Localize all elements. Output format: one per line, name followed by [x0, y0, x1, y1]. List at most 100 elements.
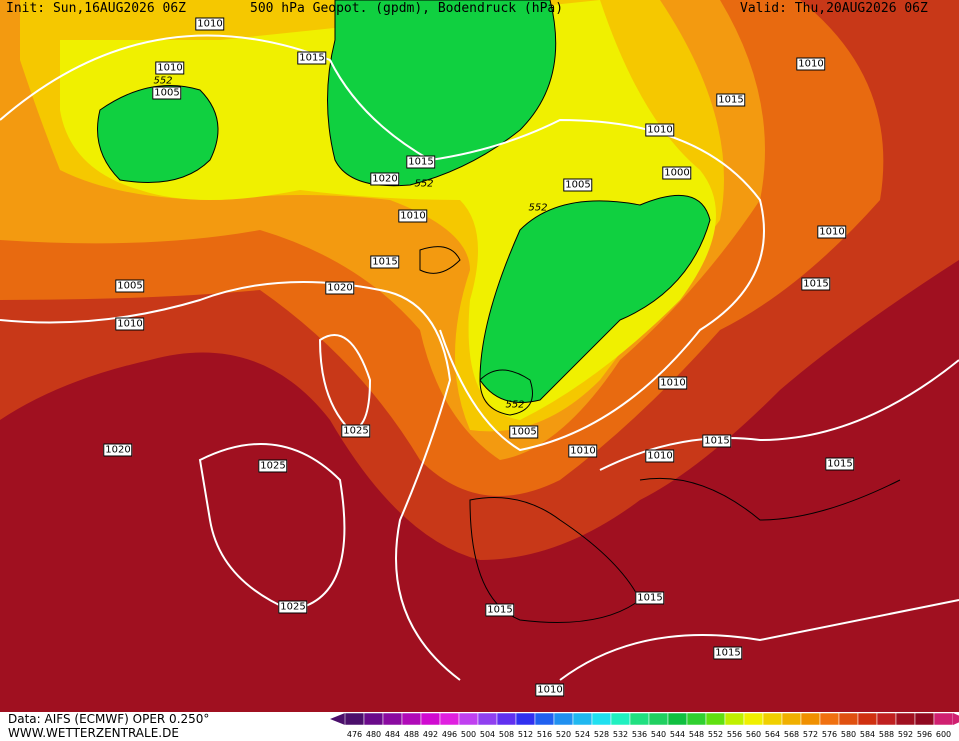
- isobar-label: 1015: [406, 155, 436, 169]
- scale-swatch: [610, 712, 631, 726]
- scale-label: 528: [594, 730, 609, 739]
- isobar-label: 1010: [645, 449, 675, 463]
- scale-label: 584: [860, 730, 875, 739]
- isobar-label: 1015: [716, 93, 746, 107]
- scale-swatch: [344, 712, 365, 726]
- scale-swatch: [819, 712, 840, 726]
- scale-swatch: [686, 712, 707, 726]
- isobar-label: 1010: [568, 444, 598, 458]
- scale-label: 516: [537, 730, 552, 739]
- scale-swatch: [762, 712, 783, 726]
- isobar-label: 1010: [796, 57, 826, 71]
- scale-label: 536: [632, 730, 647, 739]
- color-scale: 476 480 484 488 492 496 500 504 508 512 516 520 524 5…: [330, 712, 959, 739]
- scale-label: 572: [803, 730, 818, 739]
- scale-label: 552: [708, 730, 723, 739]
- scale-swatch: [895, 712, 916, 726]
- scale-swatch: [743, 712, 764, 726]
- scale-swatch: [838, 712, 859, 726]
- scale-label: 488: [404, 730, 419, 739]
- scale-swatch: [800, 712, 821, 726]
- isobar-label: 1005: [563, 178, 593, 192]
- isobar-label: 1010: [645, 123, 675, 137]
- height-label: 552: [505, 399, 525, 411]
- isobar-label: 1010: [195, 17, 225, 31]
- scale-label: 576: [822, 730, 837, 739]
- scale-swatch: [382, 712, 403, 726]
- scale-swatch: [363, 712, 384, 726]
- scale-label: 480: [366, 730, 381, 739]
- isobar-label: 1015: [635, 591, 665, 605]
- scale-swatch: [648, 712, 669, 726]
- scale-swatch: [705, 712, 726, 726]
- scale-label: 532: [613, 730, 628, 739]
- isobar-label: 1010: [535, 683, 565, 697]
- map: [0, 0, 959, 712]
- isobar-label: 1020: [370, 172, 400, 186]
- scale-swatch: [781, 712, 802, 726]
- coastlines: [419, 246, 901, 623]
- isobar-label: 1025: [278, 600, 308, 614]
- scale-label: 508: [499, 730, 514, 739]
- scale-label: 600: [936, 730, 951, 739]
- scale-swatch: [401, 712, 422, 726]
- isobar-label: 1015: [297, 51, 327, 65]
- isobar-label: 1005: [152, 86, 182, 100]
- scale-swatch: [534, 712, 555, 726]
- isobar-label: 1010: [817, 225, 847, 239]
- height-label: 552: [153, 75, 173, 87]
- map-title: 500 hPa Geopot. (gpdm), Bodendruck (hPa): [250, 1, 564, 16]
- init-time: Init: Sun,16AUG2026 06Z: [6, 1, 187, 16]
- isobar-label: 1025: [341, 424, 371, 438]
- scale-label: 592: [898, 730, 913, 739]
- isobar-label: 1015: [713, 646, 743, 660]
- isobar-label: 1010: [115, 317, 145, 331]
- isobar-label: 1010: [155, 61, 185, 75]
- scale-label: 500: [461, 730, 476, 739]
- scale-swatch: [496, 712, 517, 726]
- scale-label: 476: [347, 730, 362, 739]
- scale-swatch: [439, 712, 460, 726]
- data-source: Data: AIFS (ECMWF) OPER 0.250°: [8, 712, 210, 726]
- scale-swatch: [553, 712, 574, 726]
- scale-label: 524: [575, 730, 590, 739]
- scale-swatch: [914, 712, 935, 726]
- isobar-label: 1025: [258, 459, 288, 473]
- scale-label: 492: [423, 730, 438, 739]
- height-label: 552: [528, 202, 548, 214]
- isobar-label: 1010: [398, 209, 428, 223]
- scale-swatch: [572, 712, 593, 726]
- scale-label: 512: [518, 730, 533, 739]
- isobar-label: 1020: [103, 443, 133, 457]
- scale-label: 548: [689, 730, 704, 739]
- scale-label: 520: [556, 730, 571, 739]
- scale-swatch: [515, 712, 536, 726]
- isobar-label: 1015: [485, 603, 515, 617]
- isobar-label: 1010: [658, 376, 688, 390]
- scale-swatch: [724, 712, 745, 726]
- scale-label: 504: [480, 730, 495, 739]
- scale-label: 596: [917, 730, 932, 739]
- scale-label: 540: [651, 730, 666, 739]
- scale-label: 556: [727, 730, 742, 739]
- scale-swatch: [458, 712, 479, 726]
- isobar-label: 1005: [509, 425, 539, 439]
- scale-label: 496: [442, 730, 457, 739]
- scale-swatch: [876, 712, 897, 726]
- scale-label: 568: [784, 730, 799, 739]
- isobar-label: 1015: [801, 277, 831, 291]
- scale-arrow-left: [330, 713, 345, 725]
- isobar-label: 1020: [325, 281, 355, 295]
- height-label: 552: [414, 178, 434, 190]
- scale-swatch: [477, 712, 498, 726]
- isobar-label: 1005: [115, 279, 145, 293]
- scale-swatch: [667, 712, 688, 726]
- scale-swatch: [591, 712, 612, 726]
- scale-swatch: [933, 712, 954, 726]
- valid-time: Valid: Thu,20AUG2026 06Z: [740, 1, 928, 16]
- scale-label: 544: [670, 730, 685, 739]
- scale-label: 560: [746, 730, 761, 739]
- isobar-label: 1000: [662, 166, 692, 180]
- scale-swatch: [629, 712, 650, 726]
